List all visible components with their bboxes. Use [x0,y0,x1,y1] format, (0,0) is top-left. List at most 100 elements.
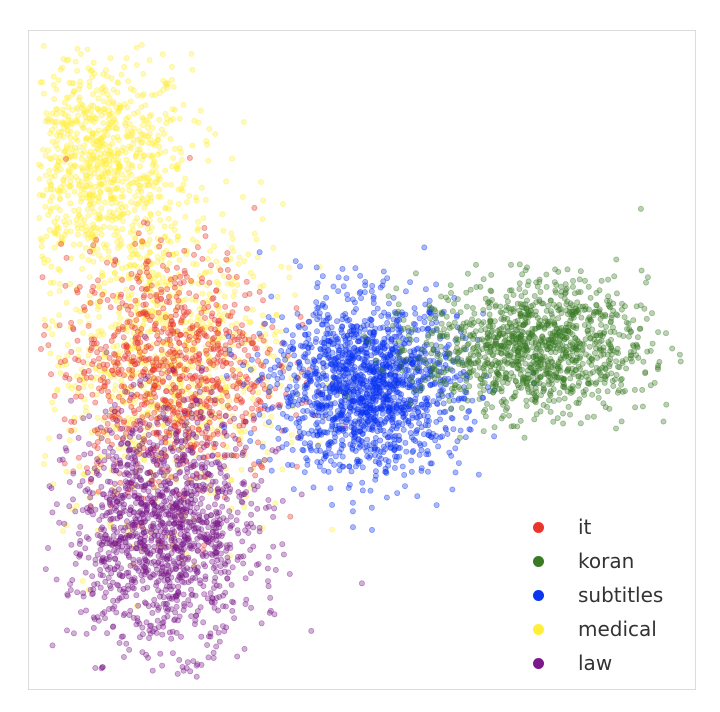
point-it [250,333,257,340]
point-subtitles [302,324,308,331]
point-law [136,446,143,453]
point-law [142,557,149,563]
point-medical [52,123,58,129]
point-medical [100,98,107,105]
point-subtitles [471,418,478,425]
point-it [104,420,111,427]
point-law [219,623,226,629]
point-subtitles [359,464,366,471]
point-it [216,410,223,416]
point-it [131,410,138,416]
point-law [119,425,125,432]
point-medical [90,59,97,66]
point-medical [56,129,62,135]
point-medical [99,89,106,96]
point-it [256,288,263,295]
point-it [158,328,165,335]
point-medical [113,275,120,282]
point-medical [202,196,209,203]
point-medical [257,283,264,290]
point-medical [288,432,295,438]
point-it [132,297,139,304]
point-law [111,401,118,408]
point-it [80,359,87,365]
point-law [178,572,185,579]
point-it [188,278,195,284]
point-medical [47,350,54,357]
point-it [78,393,84,400]
point-medical [254,254,261,261]
point-law [141,543,148,550]
point-it [161,397,167,404]
point-subtitles [390,294,397,301]
point-medical [186,193,193,199]
point-medical [168,223,175,230]
point-it [72,356,78,362]
point-medical [259,312,266,319]
point-law [226,508,233,515]
point-it [113,434,120,440]
point-law [265,497,272,503]
point-law [118,565,124,572]
point-it [191,251,197,258]
point-medical [46,227,53,233]
point-law [230,599,237,606]
point-medical [161,130,168,137]
point-law [118,633,125,640]
point-subtitles [287,395,294,401]
point-law [119,495,125,501]
point-it [161,356,168,363]
point-it [154,332,161,339]
point-medical [107,55,114,61]
point-law [223,517,230,524]
point-law [175,555,182,561]
point-law [212,624,219,631]
point-medical [194,239,200,246]
point-law [68,397,74,404]
point-medical [64,341,71,348]
point-law [187,668,194,675]
point-medical [195,225,201,232]
point-it [214,451,221,458]
point-medical [47,130,54,137]
point-it [90,242,97,249]
point-law [181,528,188,535]
point-law [72,508,79,515]
point-medical [63,57,70,64]
point-law [129,584,136,591]
point-it [237,371,243,378]
point-it [181,304,188,311]
point-subtitles [320,360,327,366]
point-medical [123,156,130,163]
point-medical [97,188,104,195]
point-medical [100,331,107,337]
point-law [198,465,205,471]
point-law [70,496,76,503]
point-medical [158,126,165,133]
point-medical [204,141,210,148]
point-medical [37,235,44,242]
point-it [209,336,216,342]
point-law [173,439,180,445]
point-medical [55,77,62,83]
point-medical [82,245,89,251]
point-law [171,616,178,623]
point-medical [189,363,195,370]
point-subtitles [254,351,261,358]
point-subtitles [452,445,459,452]
point-medical [108,149,114,156]
point-law [111,461,117,468]
point-medical [79,265,86,272]
point-it [51,392,58,399]
point-medical [47,279,54,286]
point-medical [132,193,139,200]
point-law [165,520,172,527]
point-it [149,367,156,374]
point-law [97,567,103,573]
point-it [97,298,103,305]
point-law [158,568,165,574]
point-subtitles [289,446,296,453]
point-it [232,374,239,380]
point-medical [101,150,108,157]
point-medical [233,320,240,327]
